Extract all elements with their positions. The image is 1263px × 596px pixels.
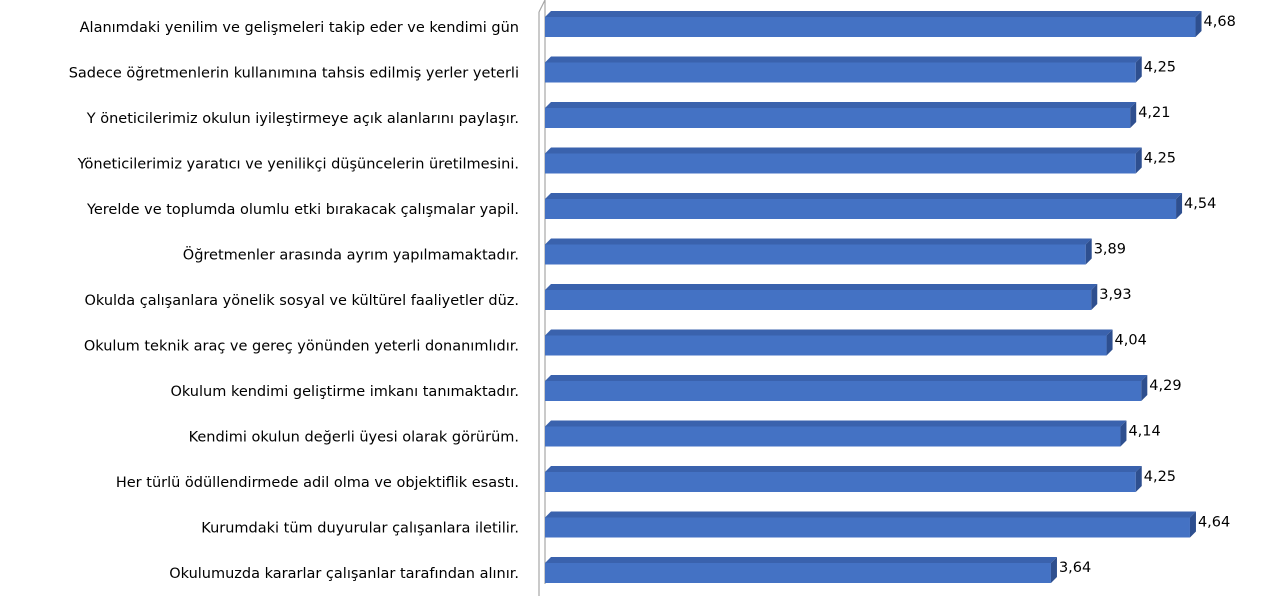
bar-top-face: [545, 557, 1057, 563]
bar-top-face: [545, 147, 1142, 154]
bar-side-face: [1135, 466, 1142, 492]
bar: [545, 517, 1190, 538]
bar: [545, 153, 1136, 174]
category-label: Yerelde ve toplumda olumlu etki bırakaca…: [86, 202, 519, 218]
value-label: 4,54: [1184, 196, 1216, 212]
value-label: 3,89: [1094, 242, 1126, 258]
bar-top-face: [545, 102, 1137, 108]
bar-side-face: [1176, 193, 1183, 219]
value-label: 4,64: [1198, 515, 1230, 531]
bar-top-face: [545, 420, 1127, 427]
bar-side-face: [1135, 56, 1142, 83]
bar: [545, 335, 1107, 356]
category-label: Okulumuzda kararlar çalışanlar tarafında…: [169, 566, 519, 582]
value-label: 4,29: [1149, 378, 1181, 394]
category-labels: Alanımdaki yenilim ve gelişmeleri takip …: [69, 20, 519, 582]
bar-top-face: [545, 11, 1202, 17]
value-label: 3,64: [1059, 560, 1091, 576]
value-label: 4,25: [1144, 151, 1176, 167]
bar-side-face: [1091, 284, 1098, 310]
value-label: 4,14: [1128, 424, 1160, 440]
category-label: Her türlü ödüllendirmede adil olma ve ob…: [116, 475, 519, 491]
bar: [545, 108, 1131, 128]
value-label: 4,25: [1144, 469, 1176, 485]
bar: [545, 62, 1136, 83]
category-label: Okulum teknik araç ve gereç yönünden yet…: [84, 339, 519, 355]
bar-top-face: [545, 238, 1092, 245]
bar: [545, 381, 1142, 401]
bar-top-face: [545, 329, 1113, 336]
bar-side-face: [1085, 238, 1092, 265]
category-label: Öğretmenler arasında ayrım yapılmamaktad…: [183, 246, 519, 264]
category-label: Okulda çalışanlara yönelik sosyal ve kül…: [84, 293, 519, 309]
category-label: Kendimi okulun değerli üyesi olarak görü…: [189, 430, 519, 446]
value-label: 4,21: [1138, 105, 1170, 121]
bar-side-face: [1120, 420, 1127, 447]
bar: [545, 563, 1051, 583]
bar-top-face: [545, 466, 1142, 472]
value-label: 4,68: [1204, 14, 1236, 30]
bar: [545, 290, 1092, 310]
bar-side-face: [1189, 511, 1196, 538]
bar: [545, 199, 1177, 219]
value-label: 3,93: [1099, 287, 1131, 303]
category-label: Yöneticilerimiz yaratıcı ve yenilikçi dü…: [77, 157, 519, 173]
bar: [545, 244, 1086, 265]
bar-side-face: [1135, 147, 1142, 174]
bar-side-face: [1141, 375, 1148, 401]
axis-wall-line: [538, 0, 546, 596]
value-label: 4,04: [1115, 333, 1147, 349]
bar-side-face: [1195, 11, 1202, 37]
bar-side-face: [1106, 329, 1113, 356]
axis-wall: [538, 0, 546, 596]
bar: [545, 426, 1121, 447]
bar-top-face: [545, 375, 1148, 381]
bar-top-face: [545, 56, 1142, 63]
bars: [545, 11, 1202, 583]
bar-top-face: [545, 511, 1196, 518]
bar-top-face: [545, 284, 1098, 290]
bar-top-face: [545, 193, 1183, 199]
category-label: Alanımdaki yenilim ve gelişmeleri takip …: [80, 20, 519, 36]
category-label: Sadece öğretmenlerin kullanımına tahsis …: [69, 66, 519, 82]
category-label: Kurumdaki tüm duyurular çalışanlara ilet…: [201, 521, 519, 537]
bar: [545, 472, 1136, 492]
value-label: 4,25: [1144, 60, 1176, 76]
bar: [545, 17, 1196, 37]
category-label: Y öneticilerimiz okulun iyileştirmeye aç…: [86, 111, 519, 127]
bar-side-face: [1130, 102, 1137, 128]
category-label: Okulum kendimi geliştirme imkanı tanımak…: [170, 384, 519, 400]
value-labels: 4,68 4,25 4,21 4,25 4,54 3,89 3,93 4,04 4,29 4,14…: [1059, 14, 1236, 576]
bar-side-face: [1050, 557, 1057, 583]
